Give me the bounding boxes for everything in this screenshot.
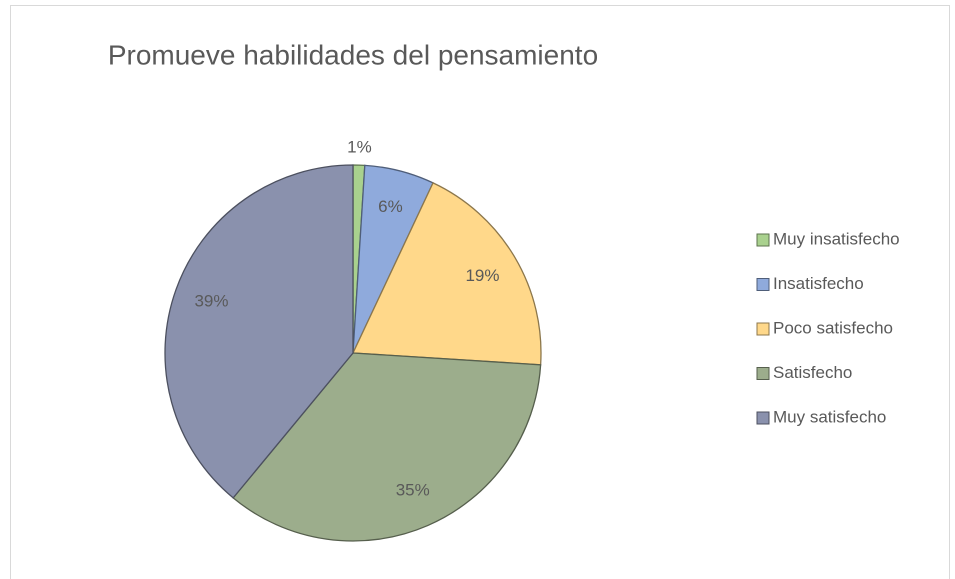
legend-swatch xyxy=(756,411,770,425)
legend-swatch xyxy=(756,278,770,291)
data-label: 39% xyxy=(194,292,228,311)
pie-slice xyxy=(164,164,354,499)
legend-label: Poco satisfecho xyxy=(773,318,893,337)
legend-swatch xyxy=(756,233,770,247)
legend-swatch xyxy=(756,322,770,336)
data-label: 19% xyxy=(465,266,499,285)
legend-label: Muy satisfecho xyxy=(773,407,886,426)
data-label: 1% xyxy=(347,138,372,157)
data-label: 35% xyxy=(396,481,430,500)
pie-slice xyxy=(232,352,542,542)
legend-label: Muy insatisfecho xyxy=(773,229,900,248)
chart-title: Promueve habilidades del pensamiento xyxy=(108,39,598,70)
pie-slice xyxy=(352,182,542,366)
legend-label: Insatisfecho xyxy=(773,274,864,293)
data-label: 6% xyxy=(378,197,403,216)
legend-label: Satisfecho xyxy=(773,363,852,382)
legend-swatch xyxy=(756,367,770,380)
